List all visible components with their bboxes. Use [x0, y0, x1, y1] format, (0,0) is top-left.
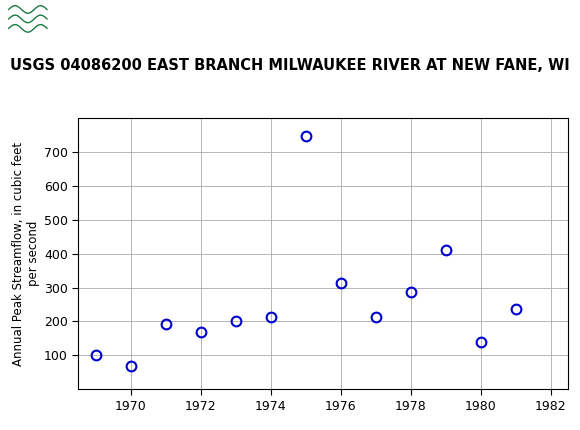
Text: USGS: USGS [55, 9, 114, 28]
FancyBboxPatch shape [7, 2, 49, 36]
Y-axis label: Annual Peak Streamflow, in cubic feet
per second: Annual Peak Streamflow, in cubic feet pe… [12, 141, 39, 366]
Text: USGS 04086200 EAST BRANCH MILWAUKEE RIVER AT NEW FANE, WI: USGS 04086200 EAST BRANCH MILWAUKEE RIVE… [10, 58, 570, 73]
